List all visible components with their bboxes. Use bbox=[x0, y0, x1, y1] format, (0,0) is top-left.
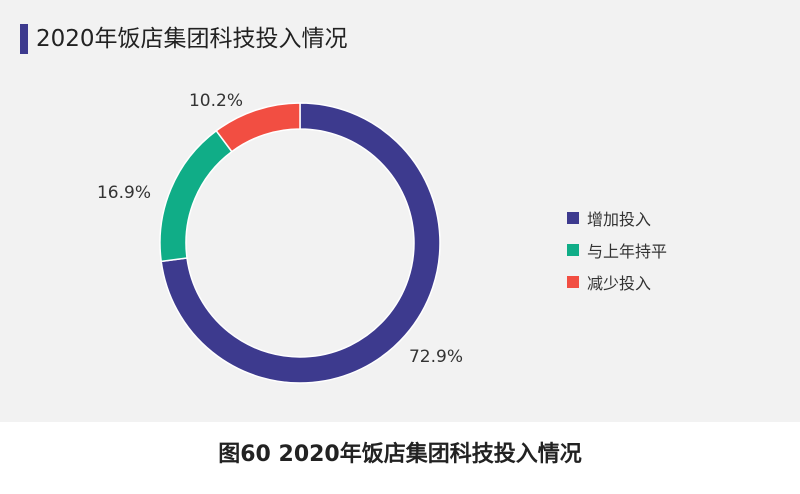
figure-caption: 图60 2020年饭店集团科技投入情况 bbox=[218, 442, 582, 467]
legend-item[interactable]: 减少投入 bbox=[567, 266, 667, 298]
legend-swatch bbox=[567, 276, 579, 288]
donut-slice-3[interactable] bbox=[215, 102, 301, 153]
legend-label: 增加投入 bbox=[587, 210, 652, 229]
data-label-1: 72.9% bbox=[409, 347, 463, 367]
chart-title: 2020年饭店集团科技投入情况 bbox=[36, 26, 348, 52]
legend-item[interactable]: 与上年持平 bbox=[567, 234, 667, 266]
legend-label: 与上年持平 bbox=[587, 242, 668, 261]
legend: 增加投入 与上年持平 减少投入 bbox=[567, 202, 667, 298]
legend-swatch bbox=[567, 212, 579, 224]
title-accent-bar bbox=[20, 24, 28, 54]
chart-panel bbox=[0, 0, 800, 422]
data-label-2: 16.9% bbox=[97, 183, 151, 203]
legend-label: 减少投入 bbox=[587, 274, 652, 293]
donut-slice-2[interactable] bbox=[159, 129, 233, 263]
data-labels: 72.9% 16.9% 10.2% bbox=[97, 91, 463, 367]
legend-item[interactable]: 增加投入 bbox=[567, 202, 667, 234]
legend-swatch bbox=[567, 244, 579, 256]
donut-chart: 72.9% 16.9% 10.2% bbox=[97, 91, 463, 384]
donut-slice-1[interactable] bbox=[160, 102, 441, 384]
donut-slices bbox=[159, 102, 441, 384]
data-label-3: 10.2% bbox=[189, 91, 243, 111]
